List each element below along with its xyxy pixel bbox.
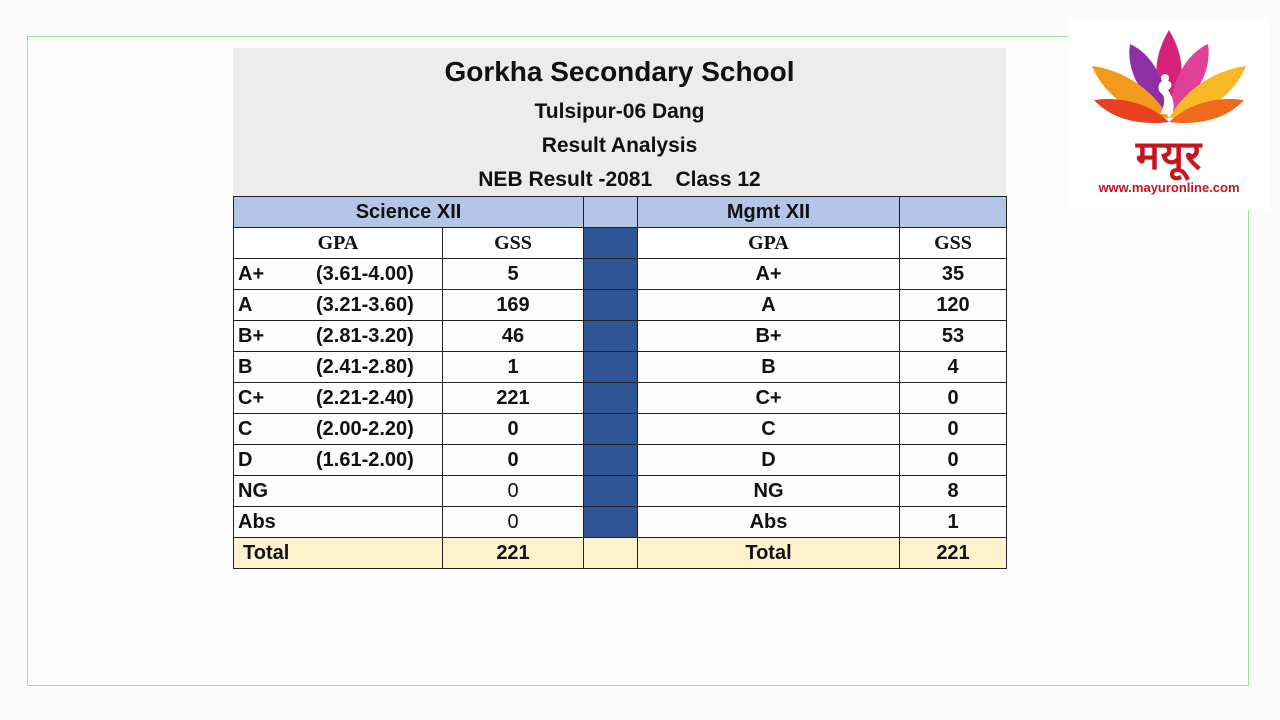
mgmt-count: 35 [899, 258, 1007, 290]
grade-label: Abs [238, 510, 276, 533]
table-row: A (3.21-3.60) 169 A 120 [233, 289, 1007, 321]
science-count: 0 [442, 475, 584, 507]
school-name: Gorkha Secondary School [444, 56, 795, 87]
exam-title: NEB Result -2081 Class 12 [478, 168, 761, 191]
grade-cell: B+ (2.81-3.20) [233, 320, 443, 352]
mgmt-grade-label: D [637, 444, 900, 476]
mgmt-grade-label: NG [637, 475, 900, 507]
sheet-header: Gorkha Secondary School Tulsipur-06 Dang… [233, 48, 1006, 196]
brand-logo[interactable]: मयूर www.mayuronline.com [1068, 18, 1270, 210]
grade-label: C+ [238, 386, 265, 409]
table-row: A+ (3.61-4.00) 5 A+ 35 [233, 258, 1007, 290]
table-row: B+ (2.81-3.20) 46 B+ 53 [233, 320, 1007, 352]
school-location: Tulsipur-06 Dang [534, 100, 705, 123]
science-count: 0 [442, 413, 584, 445]
total-row: Total 221 Total 221 [233, 537, 1007, 569]
separator-cell [583, 444, 638, 476]
mgmt-gpa-header: GPA [637, 227, 900, 259]
separator-cell [583, 413, 638, 445]
grade-label: D [238, 448, 253, 471]
mgmt-total: 221 [899, 537, 1007, 569]
mgmt-count: 0 [899, 444, 1007, 476]
gpa-range: (2.00-2.20) [316, 418, 414, 440]
gpa-range: (3.61-4.00) [316, 263, 414, 285]
mgmt-count: 4 [899, 351, 1007, 383]
grade-label: C [238, 417, 253, 440]
separator-cell [583, 289, 638, 321]
mgmt-count: 53 [899, 320, 1007, 352]
science-count: 169 [442, 289, 584, 321]
mgmt-grade-label: A [637, 289, 900, 321]
separator-cell [583, 506, 638, 538]
separator-cell [583, 351, 638, 383]
grade-label: A+ [238, 262, 265, 285]
grade-cell: NG [233, 475, 443, 507]
separator-cell [583, 320, 638, 352]
mgmt-count: 0 [899, 382, 1007, 414]
section-header-row: Science XII Mgmt XII [233, 196, 1007, 228]
gpa-range: (3.21-3.60) [316, 294, 414, 316]
science-total: 221 [442, 537, 584, 569]
grade-cell: A (3.21-3.60) [233, 289, 443, 321]
table-row: B (2.41-2.80) 1 B 4 [233, 351, 1007, 383]
grade-label: B+ [238, 324, 265, 347]
total-label: Total [233, 537, 443, 569]
grade-cell: D (1.61-2.00) [233, 444, 443, 476]
science-section-label: Science XII [233, 196, 584, 228]
table-row: Abs 0 Abs 1 [233, 506, 1007, 538]
gpa-range: (2.41-2.80) [316, 356, 414, 378]
gpa-range: (1.61-2.00) [316, 449, 414, 471]
grade-cell: C+ (2.21-2.40) [233, 382, 443, 414]
mgmt-grade-label: A+ [637, 258, 900, 290]
science-gss-header: GSS [442, 227, 584, 259]
mgmt-section-blank [899, 196, 1007, 228]
science-gpa-header: GPA [233, 227, 443, 259]
column-header-row: GPA GSS GPA GSS [233, 227, 1007, 259]
table-row: C (2.00-2.20) 0 C 0 [233, 413, 1007, 445]
mgmt-grade-label: B+ [637, 320, 900, 352]
gpa-range: (2.81-3.20) [316, 325, 414, 347]
mgmt-grade-label: B [637, 351, 900, 383]
science-count: 0 [442, 506, 584, 538]
grade-cell: A+ (3.61-4.00) [233, 258, 443, 290]
gpa-range: (2.21-2.40) [316, 387, 414, 409]
table-row: NG 0 NG 8 [233, 475, 1007, 507]
grade-label: A [238, 293, 253, 316]
logo-url[interactable]: www.mayuronline.com [1098, 180, 1240, 195]
separator-cell [583, 382, 638, 414]
mgmt-gss-header: GSS [899, 227, 1007, 259]
grade-cell: B (2.41-2.80) [233, 351, 443, 383]
table-row: C+ (2.21-2.40) 221 C+ 0 [233, 382, 1007, 414]
science-count: 1 [442, 351, 584, 383]
grade-cell: C (2.00-2.20) [233, 413, 443, 445]
grade-label: NG [238, 479, 268, 502]
science-count: 0 [442, 444, 584, 476]
result-sheet: Gorkha Secondary School Tulsipur-06 Dang… [233, 48, 1007, 577]
mgmt-grade-label: C [637, 413, 900, 445]
mgmt-grade-label: Abs [637, 506, 900, 538]
mgmt-count: 120 [899, 289, 1007, 321]
section-separator-cell [583, 196, 638, 228]
mgmt-count: 0 [899, 413, 1007, 445]
logo-wordmark: मयूर [1135, 133, 1203, 179]
table-row: D (1.61-2.00) 0 D 0 [233, 444, 1007, 476]
separator-cell [583, 227, 638, 259]
separator-cell [583, 475, 638, 507]
grade-cell: Abs [233, 506, 443, 538]
mgmt-count: 1 [899, 506, 1007, 538]
lotus-peacock-icon [1092, 30, 1246, 124]
science-count: 5 [442, 258, 584, 290]
separator-cell [583, 258, 638, 290]
mgmt-count: 8 [899, 475, 1007, 507]
mgmt-total-label: Total [637, 537, 900, 569]
mgmt-section-label: Mgmt XII [637, 196, 900, 228]
mgmt-grade-label: C+ [637, 382, 900, 414]
science-count: 46 [442, 320, 584, 352]
science-count: 221 [442, 382, 584, 414]
result-table: Science XII Mgmt XII GPA GSS GPA GSS A+ (… [233, 196, 1007, 569]
separator-cell [583, 537, 638, 569]
report-title: Result Analysis [541, 134, 698, 157]
grade-label: B [238, 355, 253, 378]
